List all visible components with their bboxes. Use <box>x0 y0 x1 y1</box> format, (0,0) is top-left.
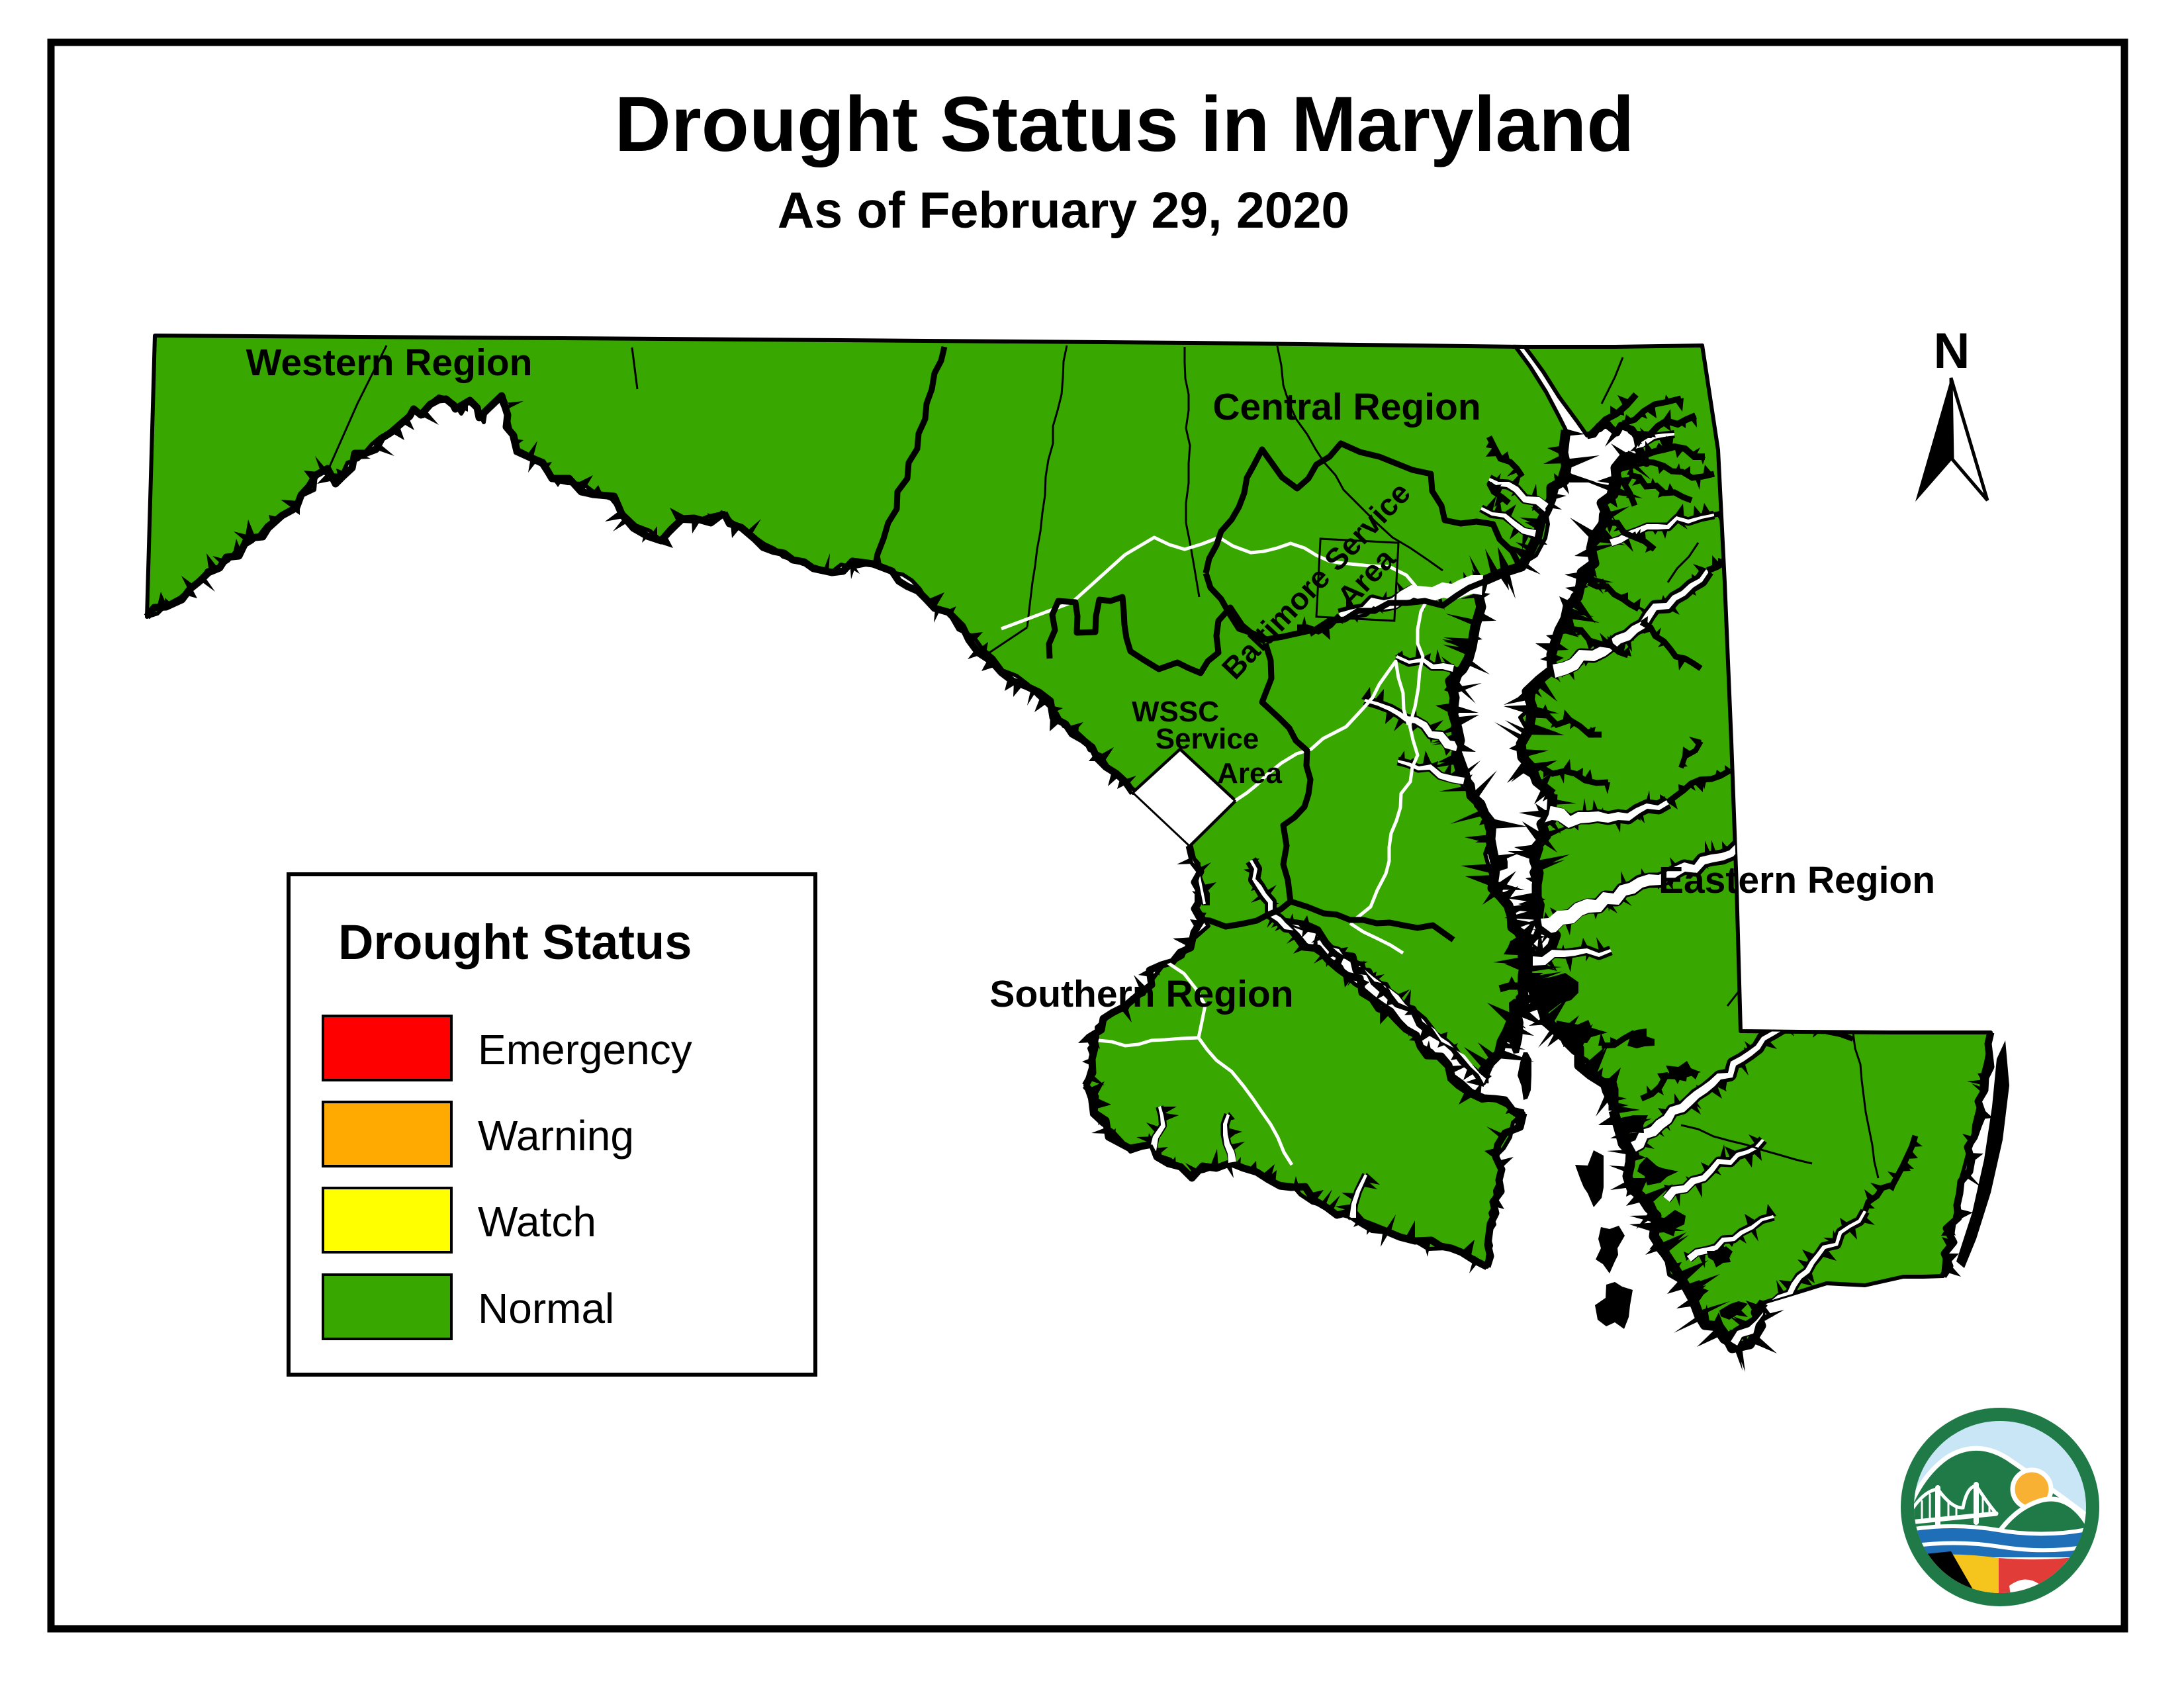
svg-text:Drought Status in Maryland: Drought Status in Maryland <box>615 81 1635 168</box>
svg-text:Western Region: Western Region <box>246 342 533 384</box>
svg-text:As of February 29, 2020: As of February 29, 2020 <box>778 182 1350 239</box>
svg-text:N: N <box>1934 323 1970 379</box>
svg-text:Service: Service <box>1156 723 1259 755</box>
svg-text:Normal: Normal <box>478 1285 614 1332</box>
svg-text:Watch: Watch <box>478 1198 596 1246</box>
svg-text:Warning: Warning <box>478 1112 634 1160</box>
svg-text:Southern Region: Southern Region <box>989 973 1293 1015</box>
svg-text:Central Region: Central Region <box>1212 386 1480 428</box>
svg-text:Area: Area <box>1217 757 1282 790</box>
svg-text:Eastern Region: Eastern Region <box>1659 859 1935 901</box>
svg-text:Drought Status: Drought Status <box>338 915 692 970</box>
svg-text:Emergency: Emergency <box>478 1026 692 1074</box>
svg-text:WSSC: WSSC <box>1132 696 1219 728</box>
